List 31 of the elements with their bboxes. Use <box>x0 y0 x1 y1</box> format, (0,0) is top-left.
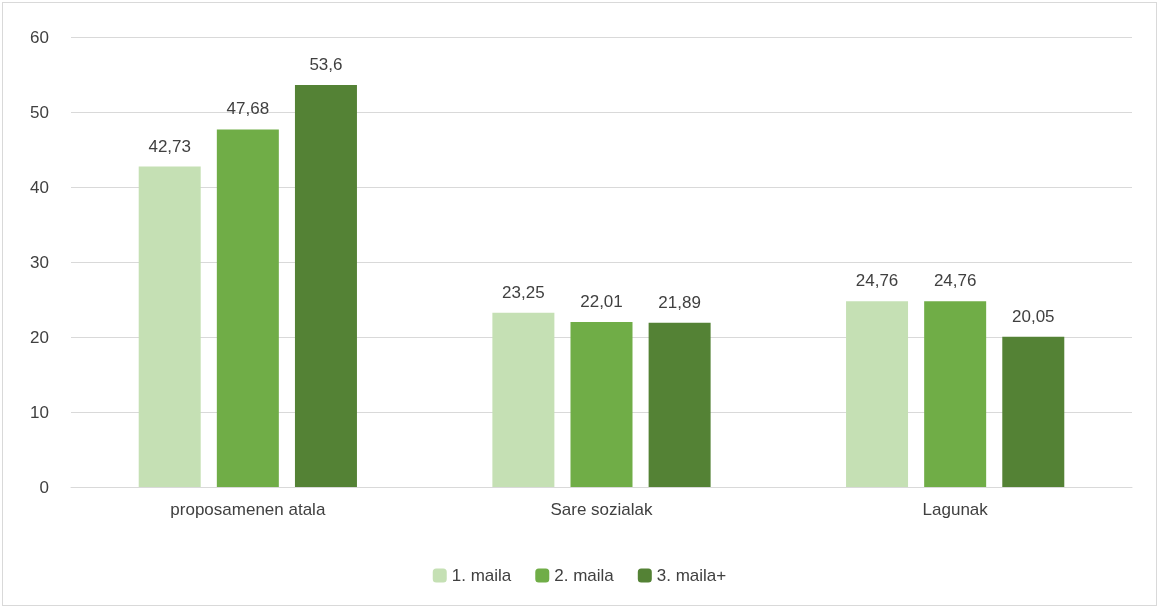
y-tick-label: 40 <box>30 177 49 197</box>
legend-label: 2. maila <box>554 566 615 585</box>
data-label: 53,6 <box>309 55 343 74</box>
x-tick-label: Sare sozialak <box>550 500 654 519</box>
legend-label: 3. maila+ <box>656 566 727 585</box>
x-tick-label: Lagunak <box>922 500 989 519</box>
bar <box>294 85 357 487</box>
data-label: 20,05 <box>1012 306 1055 326</box>
legend-label: 1. maila <box>451 566 512 585</box>
bar <box>648 322 711 487</box>
data-label: 47,68 <box>226 99 270 119</box>
y-tick-label: 10 <box>30 402 49 422</box>
data-label: 42,73 <box>148 136 191 156</box>
data-label: 22,01 <box>580 291 623 311</box>
data-label: 24,76 <box>855 271 899 291</box>
data-label: 21,89 <box>658 292 701 312</box>
bar <box>570 321 633 487</box>
bar <box>216 129 279 487</box>
bar <box>846 301 909 487</box>
y-tick-label: 30 <box>30 252 49 272</box>
y-tick-label: 20 <box>30 327 49 347</box>
bar <box>138 166 201 487</box>
bar <box>1002 336 1065 487</box>
x-tick-label: proposamenen atala <box>170 500 326 519</box>
data-label: 24,76 <box>933 271 977 291</box>
bar <box>492 312 555 487</box>
bar <box>924 301 987 487</box>
data-label: 23,25 <box>502 282 545 302</box>
y-tick-label: 0 <box>39 477 49 497</box>
y-tick-label: 60 <box>30 27 49 47</box>
y-tick-label: 50 <box>30 102 49 122</box>
